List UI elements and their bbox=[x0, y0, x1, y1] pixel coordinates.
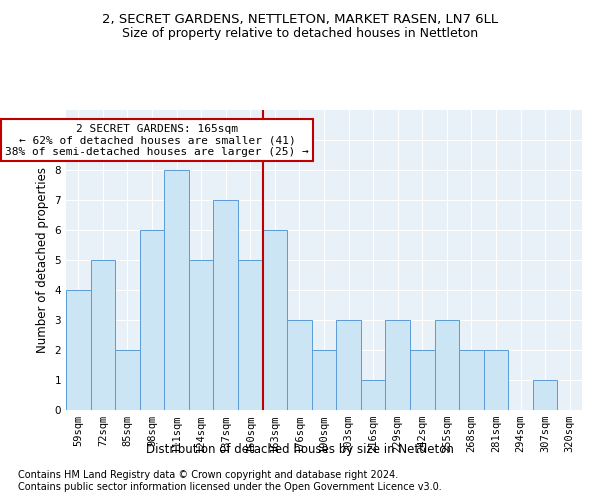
Bar bbox=[189, 260, 214, 410]
Text: 2 SECRET GARDENS: 165sqm
← 62% of detached houses are smaller (41)
38% of semi-d: 2 SECRET GARDENS: 165sqm ← 62% of detach… bbox=[5, 124, 309, 156]
Bar bbox=[434, 320, 459, 410]
Bar bbox=[336, 320, 361, 410]
Text: Size of property relative to detached houses in Nettleton: Size of property relative to detached ho… bbox=[122, 28, 478, 40]
Bar bbox=[484, 350, 508, 410]
Bar bbox=[410, 350, 434, 410]
Text: Distribution of detached houses by size in Nettleton: Distribution of detached houses by size … bbox=[146, 442, 454, 456]
Bar bbox=[214, 200, 238, 410]
Bar bbox=[533, 380, 557, 410]
Bar bbox=[238, 260, 263, 410]
Y-axis label: Number of detached properties: Number of detached properties bbox=[36, 167, 49, 353]
Bar bbox=[287, 320, 312, 410]
Bar bbox=[459, 350, 484, 410]
Bar bbox=[91, 260, 115, 410]
Bar bbox=[312, 350, 336, 410]
Text: Contains HM Land Registry data © Crown copyright and database right 2024.: Contains HM Land Registry data © Crown c… bbox=[18, 470, 398, 480]
Bar bbox=[66, 290, 91, 410]
Text: Contains public sector information licensed under the Open Government Licence v3: Contains public sector information licen… bbox=[18, 482, 442, 492]
Bar bbox=[361, 380, 385, 410]
Bar bbox=[115, 350, 140, 410]
Bar bbox=[140, 230, 164, 410]
Bar bbox=[164, 170, 189, 410]
Text: 2, SECRET GARDENS, NETTLETON, MARKET RASEN, LN7 6LL: 2, SECRET GARDENS, NETTLETON, MARKET RAS… bbox=[102, 12, 498, 26]
Bar bbox=[263, 230, 287, 410]
Bar bbox=[385, 320, 410, 410]
